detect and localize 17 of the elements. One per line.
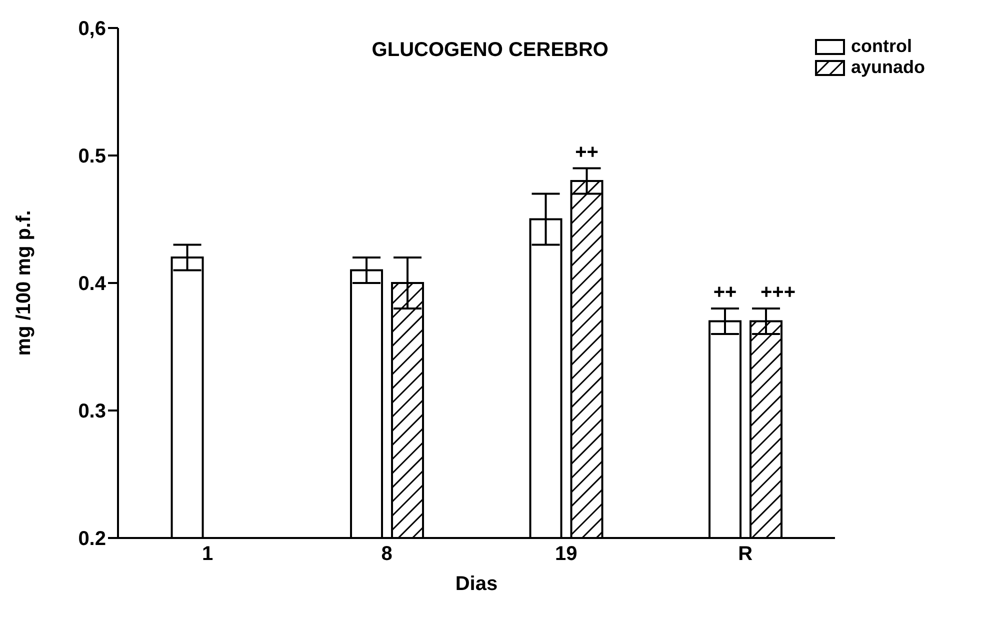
y-tick-label: 0.5 bbox=[78, 146, 106, 168]
y-tick-label: 0,6 bbox=[78, 18, 106, 40]
legend-label: ayunado bbox=[850, 57, 925, 78]
x-tick-label: 8 bbox=[381, 543, 392, 566]
x-axis-title: Dias bbox=[455, 573, 498, 595]
x-tick-label: R bbox=[738, 543, 754, 566]
data-label: ++ bbox=[713, 282, 737, 304]
y-axis-title: mg /100 mg p.f. bbox=[13, 210, 36, 356]
x-tick-label: 19 bbox=[554, 543, 578, 566]
data-label: ++ bbox=[575, 141, 598, 164]
text: GLUCOGENO CEREBRO bbox=[372, 39, 608, 61]
data-label: +++ bbox=[760, 282, 796, 304]
x-tick-label: 1 bbox=[202, 543, 214, 566]
y-tick-label: 0.4 bbox=[78, 273, 107, 296]
y-tick-label: 0.3 bbox=[78, 400, 106, 423]
y-tick-label: 0.2 bbox=[78, 528, 106, 550]
legend-label: control bbox=[850, 36, 912, 57]
